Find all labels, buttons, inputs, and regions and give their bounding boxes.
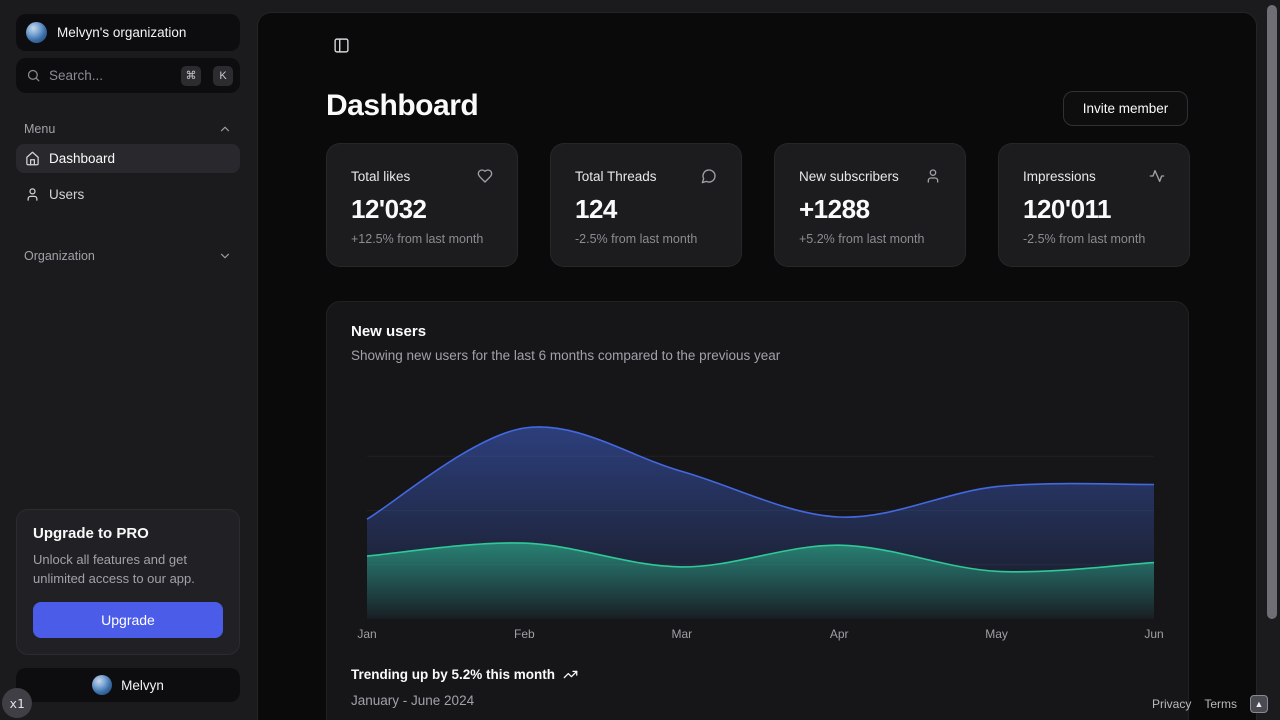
- kbd-k: K: [213, 65, 233, 86]
- new-users-card: New users Showing new users for the last…: [326, 301, 1189, 720]
- sidebar-spacer: [16, 267, 240, 509]
- group-label-organization: Organization: [24, 249, 95, 263]
- search-input[interactable]: Search... ⌘ K: [16, 58, 240, 93]
- stats-row: Total likes 12'032 +12.5% from last mont…: [326, 143, 1190, 267]
- x-axis-tick-label: Apr: [829, 627, 849, 641]
- privacy-link[interactable]: Privacy: [1152, 697, 1192, 711]
- stat-card-new-subscribers: New subscribers +1288 +5.2% from last mo…: [774, 143, 966, 267]
- stat-value: +1288: [799, 194, 870, 224]
- upgrade-description: Unlock all features and get unlimited ac…: [33, 551, 195, 586]
- stat-card-impressions: Impressions 120'011 -2.5% from last mont…: [998, 143, 1190, 267]
- chart-title: New users: [351, 323, 427, 340]
- sidebar-item-label: Users: [49, 187, 85, 202]
- chevron-down-icon[interactable]: [218, 249, 232, 263]
- x-axis-tick-label: Feb: [514, 627, 535, 641]
- search-placeholder: Search...: [49, 68, 104, 83]
- captcha-badge-icon[interactable]: ▲: [1250, 695, 1269, 713]
- group-label-menu: Menu: [24, 122, 56, 136]
- x1-badge: x1: [2, 688, 32, 718]
- page-footer: Privacy Terms ▲: [1152, 695, 1269, 713]
- stat-label: Impressions: [1023, 168, 1096, 184]
- stat-value: 120'011: [1023, 194, 1112, 224]
- stat-value: 124: [575, 194, 617, 224]
- stat-delta: -2.5% from last month: [1023, 232, 1146, 246]
- trending-up-icon: [563, 667, 578, 682]
- org-name: Melvyn's organization: [57, 25, 187, 40]
- org-avatar: [26, 22, 47, 43]
- user-avatar: [92, 675, 113, 695]
- message-circle-icon: [701, 168, 717, 184]
- trend-text: Trending up by 5.2% this month: [351, 667, 556, 682]
- chart-description: Showing new users for the last 6 months …: [351, 348, 781, 363]
- chart-x-axis-labels: Jan Feb Mar Apr May Jun: [357, 627, 1163, 643]
- chart-footer-range: January - June 2024: [351, 693, 475, 708]
- kbd-cmd: ⌘: [181, 65, 201, 86]
- user-menu[interactable]: Melvyn: [16, 668, 240, 702]
- sidebar-item-label: Dashboard: [49, 151, 116, 166]
- stat-delta: +12.5% from last month: [351, 232, 484, 246]
- x-axis-tick-label: May: [985, 627, 1008, 641]
- stat-label: New subscribers: [799, 168, 899, 184]
- new-users-chart: [366, 402, 1155, 619]
- search-icon: [26, 68, 41, 83]
- home-icon: [25, 151, 40, 166]
- stat-card-total-threads: Total Threads 124 -2.5% from last month: [550, 143, 742, 267]
- sidebar-nav: Dashboard Users: [16, 144, 240, 216]
- user-name: Melvyn: [121, 677, 164, 693]
- activity-icon: [1149, 168, 1165, 184]
- invite-member-button[interactable]: Invite member: [1063, 91, 1188, 126]
- panel-left-icon: [333, 37, 350, 54]
- x-axis-tick-label: Jan: [357, 627, 377, 641]
- chevron-up-icon[interactable]: [218, 122, 232, 136]
- upgrade-button[interactable]: Upgrade: [33, 602, 223, 638]
- main-panel: Dashboard Invite member Total likes 12'0…: [257, 12, 1257, 720]
- stat-delta: -2.5% from last month: [575, 232, 698, 246]
- sidebar-toggle-button[interactable]: [328, 32, 354, 58]
- sidebar-item-users[interactable]: Users: [16, 180, 240, 209]
- org-switcher[interactable]: Melvyn's organization: [16, 14, 240, 51]
- stat-delta: +5.2% from last month: [799, 232, 925, 246]
- sidebar-item-dashboard[interactable]: Dashboard: [16, 144, 240, 173]
- stat-card-total-likes: Total likes 12'032 +12.5% from last mont…: [326, 143, 518, 267]
- stat-label: Total likes: [351, 168, 411, 184]
- user-icon: [925, 168, 941, 184]
- x-axis-tick-label: Mar: [671, 627, 693, 641]
- x-axis-tick-label: Jun: [1144, 627, 1164, 641]
- heart-icon: [477, 168, 493, 184]
- page-title: Dashboard: [326, 89, 479, 122]
- upgrade-card: Upgrade to PRO Unlock all features and g…: [16, 508, 240, 655]
- sidebar-group-menu: Menu: [16, 118, 240, 140]
- terms-link[interactable]: Terms: [1204, 697, 1238, 711]
- stat-label: Total Threads: [575, 168, 657, 184]
- vertical-scrollbar[interactable]: [1267, 5, 1277, 619]
- user-icon: [25, 187, 40, 202]
- upgrade-title: Upgrade to PRO: [33, 524, 149, 542]
- sidebar: Melvyn's organization Search... ⌘ K Menu…: [0, 0, 256, 720]
- stat-value: 12'032: [351, 194, 427, 224]
- chart-footer-trend: Trending up by 5.2% this month: [351, 667, 578, 682]
- sidebar-group-organization: Organization: [16, 245, 240, 267]
